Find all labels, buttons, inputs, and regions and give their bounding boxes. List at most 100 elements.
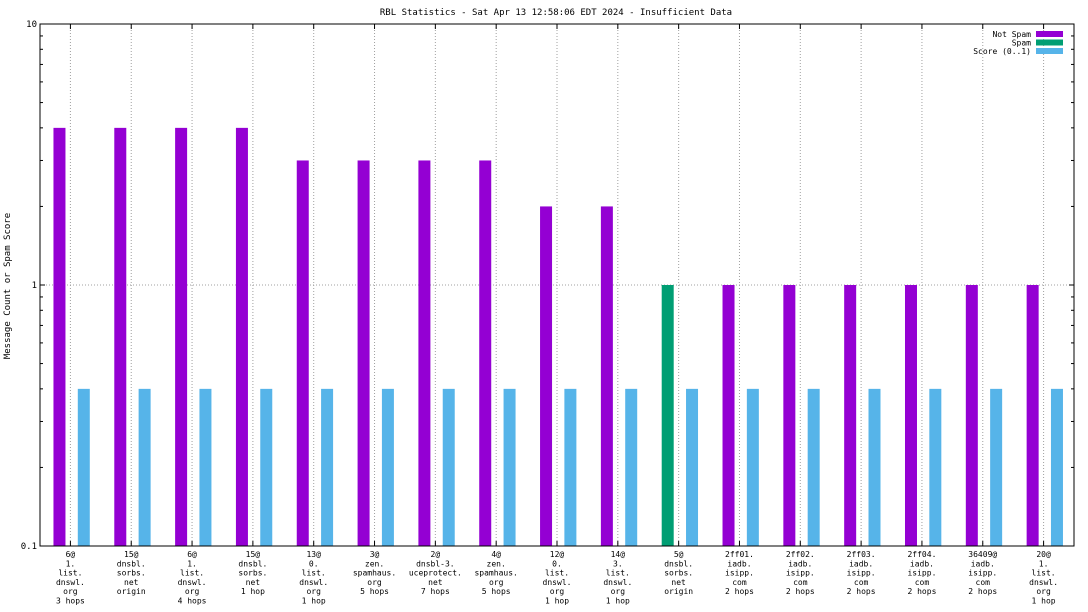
x-tick-label-line: 0. [552, 559, 562, 568]
x-tick-label-line: 1. [1039, 559, 1049, 568]
legend-label: Spam [1012, 39, 1031, 48]
x-tick-label-line: isipp. [968, 569, 997, 578]
bar-not-spam [53, 127, 66, 547]
x-tick-label-line: isipp. [907, 569, 936, 578]
x-tick-label-line: 7 hops [421, 587, 450, 596]
x-tick-label: 3@ zen. spamhaus. org 5 hops [353, 550, 396, 596]
bar-not-spam [357, 160, 370, 546]
bar-not-spam [1026, 285, 1039, 546]
bar-not-spam [296, 160, 309, 546]
x-tick-label-line: origin [664, 587, 693, 596]
x-tick-label-line: dnswl. [178, 578, 207, 587]
x-tick-label-line: org [367, 578, 382, 587]
legend-swatch [1036, 31, 1063, 37]
x-tick-label-line: net [124, 578, 139, 587]
legend-label: Score (0..1) [973, 47, 1031, 56]
legend-label: Not Spam [992, 30, 1031, 39]
x-tick-label-line: 5 hops [482, 587, 511, 596]
grid-lines [40, 24, 1074, 546]
bar-not-spam [418, 160, 431, 546]
bar-not-spam [965, 285, 978, 546]
chart-title: RBL Statistics - Sat Apr 13 12:58:06 EDT… [380, 8, 732, 18]
x-tick-label: 4@ zen. spamhaus. org 5 hops [474, 550, 517, 596]
x-tick-label-line: 1 hop [606, 597, 630, 606]
x-tick-label-line: list. [545, 569, 569, 578]
x-tick-label-line: org [489, 578, 504, 587]
x-tick-label-line: 1. [187, 559, 197, 568]
x-tick-label-line: net [428, 578, 443, 587]
x-tick-label-line: iadb. [788, 559, 812, 568]
x-tick-label-line: iadb. [910, 559, 934, 568]
x-tick-label-line: org [306, 587, 321, 596]
x-tick-label: 6@ 1. list. dnswl. org 3 hops [56, 550, 85, 606]
x-tick-label-line: iadb. [849, 559, 873, 568]
x-tick-label-line: dnswl. [603, 578, 632, 587]
x-tick-label-line: 15@ [124, 550, 139, 559]
x-tick-label-line: 3 hops [56, 597, 85, 606]
bar-not-spam [175, 127, 188, 547]
bar-score-0-1 [321, 388, 334, 546]
bar-score-0-1 [686, 388, 699, 546]
x-tick-label-line: 5@ [674, 550, 684, 559]
bar-score-0-1 [929, 388, 942, 546]
x-tick-label-line: 2ff03. [847, 550, 876, 559]
y-axis-label: Message Count or Spam Score [3, 213, 13, 359]
x-tick-label-line: isipp. [847, 569, 876, 578]
bar-score-0-1 [746, 388, 759, 546]
y-tick-label: 10 [26, 20, 37, 30]
bar-score-0-1 [381, 388, 394, 546]
bar-score-0-1 [990, 388, 1003, 546]
x-tick-label-line: 2ff04. [907, 550, 936, 559]
x-tick-label-line: list. [180, 569, 204, 578]
bars [53, 127, 1063, 547]
x-tick-label-line: isipp. [725, 569, 754, 578]
x-tick-label-line: org [611, 587, 626, 596]
x-tick-label-line: 2 hops [847, 587, 876, 596]
bar-not-spam [904, 285, 917, 546]
legend-swatch [1036, 48, 1063, 54]
x-tick-label: 15@ dnsbl. sorbs. net origin [117, 550, 146, 596]
x-tick-label: 2ff02. iadb. isipp. com 2 hops [786, 550, 815, 596]
bar-spam [661, 285, 674, 546]
x-tick-label-line: iadb. [727, 559, 751, 568]
x-tick-label-line: 4 hops [178, 597, 207, 606]
bar-score-0-1 [199, 388, 212, 546]
x-tick-label-line: dnsbl. [238, 559, 267, 568]
bar-score-0-1 [868, 388, 881, 546]
bar-not-spam [600, 206, 613, 547]
x-tick-label: 2ff03. iadb. isipp. com 2 hops [847, 550, 876, 596]
x-tick-label: 14@ 3. list. dnswl. org 1 hop [603, 550, 632, 606]
x-tick-label-line: com [732, 578, 747, 587]
x-tick-label-line: org [63, 587, 78, 596]
x-tick-label-line: isipp. [786, 569, 815, 578]
x-tick-label: 13@ 0. list. dnswl. org 1 hop [299, 550, 328, 606]
x-tick-label-line: 15@ [246, 550, 261, 559]
x-tick-label-line: com [793, 578, 808, 587]
x-tick-label-line: 13@ [306, 550, 321, 559]
x-tick-label-line: spamhaus. [353, 569, 396, 578]
bar-not-spam [722, 285, 735, 546]
x-tick-label: 2ff04. iadb. isipp. com 2 hops [907, 550, 936, 596]
x-tick-label-line: com [915, 578, 930, 587]
bar-score-0-1 [138, 388, 151, 546]
x-tick-label-line: origin [117, 587, 146, 596]
x-tick-label-line: 1 hop [545, 597, 569, 606]
x-tick-label-line: dnswl. [299, 578, 328, 587]
bar-score-0-1 [625, 388, 638, 546]
x-tick-label-line: 2ff02. [786, 550, 815, 559]
x-tick-label-line: org [1036, 587, 1051, 596]
x-tick-label-line: sorbs. [238, 569, 267, 578]
x-tick-label-line: zen. [365, 559, 384, 568]
x-tick-label-line: dnsbl-3. [416, 559, 455, 568]
bar-not-spam [540, 206, 553, 547]
bar-not-spam [235, 127, 248, 547]
y-tick-label: 1 [32, 281, 37, 291]
x-tick-label-line: net [671, 578, 686, 587]
x-tick-label-line: 6@ [187, 550, 197, 559]
bar-not-spam [479, 160, 492, 546]
x-tick-label-line: list. [58, 569, 82, 578]
x-tick-label-line: 12@ [550, 550, 565, 559]
x-tick-label: 15@ dnsbl. sorbs. net 1 hop [238, 550, 267, 596]
bar-score-0-1 [503, 388, 516, 546]
